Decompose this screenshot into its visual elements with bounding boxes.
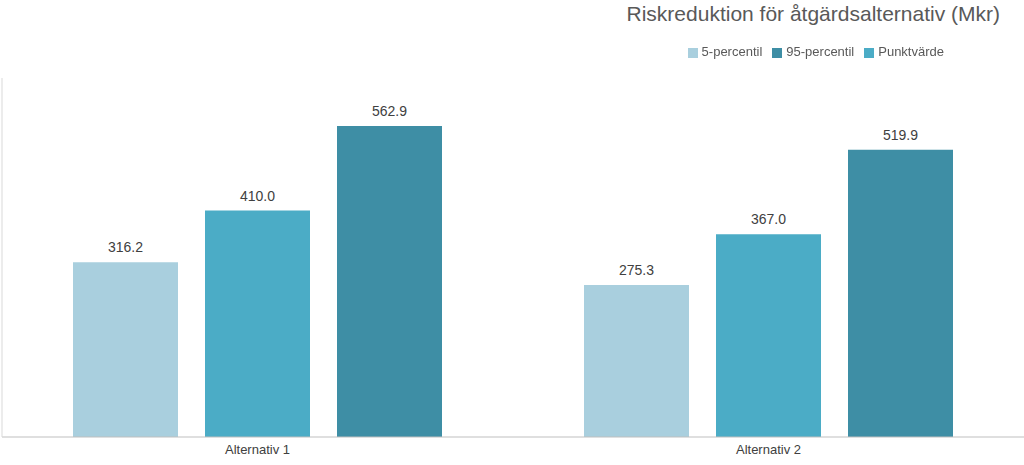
- svg-text:Alternativ 2: Alternativ 2: [736, 442, 801, 457]
- svg-text:Alternativ 1: Alternativ 1: [225, 442, 290, 457]
- html-text:Punktvärde: Punktvärde: [878, 44, 944, 59]
- html-text:Riskreduktion för åtgärdsalter: Riskreduktion för åtgärdsalternativ (Mkr…: [626, 2, 1000, 25]
- svg-text:562.9: 562.9: [372, 103, 407, 119]
- svg-text:316.2: 316.2: [108, 239, 143, 255]
- svg-text:410.0: 410.0: [240, 188, 275, 204]
- html-text:95-percentil: 95-percentil: [786, 44, 855, 59]
- html-text:5-percentil: 5-percentil: [701, 44, 763, 59]
- svg-text:519.9: 519.9: [883, 127, 918, 143]
- svg-text:367.0: 367.0: [751, 211, 786, 227]
- svg-text:275.3: 275.3: [619, 262, 654, 278]
